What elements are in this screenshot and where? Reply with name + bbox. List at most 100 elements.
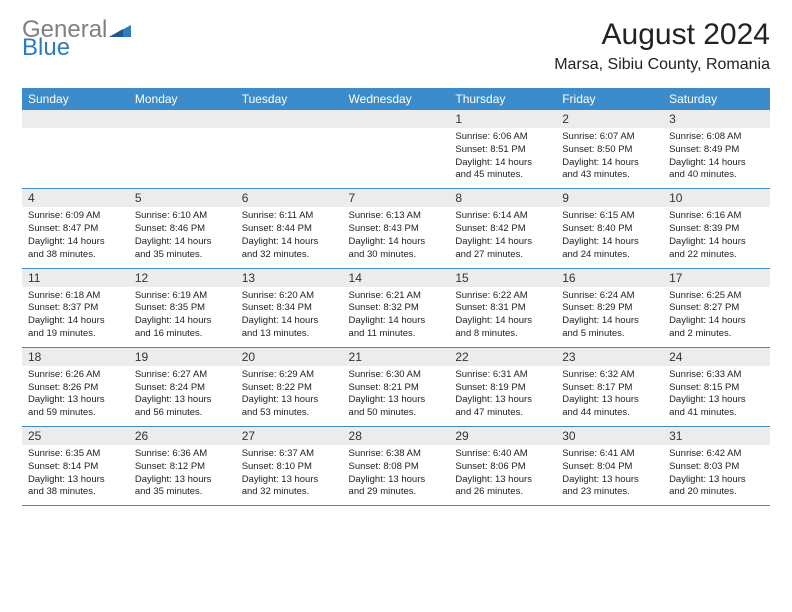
daylight-line: Daylight: 13 hours and 38 minutes.	[28, 474, 123, 500]
day-number: 23	[556, 348, 663, 366]
day-content: Sunrise: 6:35 AMSunset: 8:14 PMDaylight:…	[22, 445, 129, 505]
calendar-table: Sunday Monday Tuesday Wednesday Thursday…	[22, 88, 770, 506]
sunrise-line: Sunrise: 6:11 AM	[242, 210, 337, 223]
day-cell	[343, 128, 450, 189]
dow-monday: Monday	[129, 88, 236, 110]
sunrise-line: Sunrise: 6:15 AM	[562, 210, 657, 223]
day-content: Sunrise: 6:37 AMSunset: 8:10 PMDaylight:…	[236, 445, 343, 505]
sunset-line: Sunset: 8:21 PM	[349, 382, 444, 395]
day-content: Sunrise: 6:40 AMSunset: 8:06 PMDaylight:…	[449, 445, 556, 505]
sunset-line: Sunset: 8:50 PM	[562, 144, 657, 157]
day-number-cell: 11	[22, 268, 129, 287]
sunrise-line: Sunrise: 6:13 AM	[349, 210, 444, 223]
day-number: 12	[129, 269, 236, 287]
day-cell: Sunrise: 6:09 AMSunset: 8:47 PMDaylight:…	[22, 207, 129, 268]
header: General Blue August 2024 Marsa, Sibiu Co…	[22, 18, 770, 74]
day-cell: Sunrise: 6:27 AMSunset: 8:24 PMDaylight:…	[129, 366, 236, 427]
sunrise-line: Sunrise: 6:26 AM	[28, 369, 123, 382]
day-content: Sunrise: 6:42 AMSunset: 8:03 PMDaylight:…	[663, 445, 770, 505]
day-cell	[129, 128, 236, 189]
day-number: 17	[663, 269, 770, 287]
day-cell: Sunrise: 6:24 AMSunset: 8:29 PMDaylight:…	[556, 287, 663, 348]
day-cell: Sunrise: 6:35 AMSunset: 8:14 PMDaylight:…	[22, 445, 129, 506]
daylight-line: Daylight: 13 hours and 53 minutes.	[242, 394, 337, 420]
day-number-cell: 13	[236, 268, 343, 287]
day-cell: Sunrise: 6:06 AMSunset: 8:51 PMDaylight:…	[449, 128, 556, 189]
sunrise-line: Sunrise: 6:16 AM	[669, 210, 764, 223]
day-number-cell: 19	[129, 347, 236, 366]
day-number	[236, 117, 343, 121]
day-number	[343, 117, 450, 121]
day-number-cell: 26	[129, 427, 236, 446]
sunset-line: Sunset: 8:14 PM	[28, 461, 123, 474]
sunrise-line: Sunrise: 6:40 AM	[455, 448, 550, 461]
week-daynum-row: 45678910	[22, 189, 770, 208]
sunrise-line: Sunrise: 6:30 AM	[349, 369, 444, 382]
sunrise-line: Sunrise: 6:22 AM	[455, 290, 550, 303]
day-cell: Sunrise: 6:30 AMSunset: 8:21 PMDaylight:…	[343, 366, 450, 427]
day-content	[129, 128, 236, 184]
sunrise-line: Sunrise: 6:33 AM	[669, 369, 764, 382]
daylight-line: Daylight: 14 hours and 35 minutes.	[135, 236, 230, 262]
day-content: Sunrise: 6:18 AMSunset: 8:37 PMDaylight:…	[22, 287, 129, 347]
day-content: Sunrise: 6:27 AMSunset: 8:24 PMDaylight:…	[129, 366, 236, 426]
sunset-line: Sunset: 8:34 PM	[242, 302, 337, 315]
sunrise-line: Sunrise: 6:08 AM	[669, 131, 764, 144]
day-number-cell: 15	[449, 268, 556, 287]
day-number: 10	[663, 189, 770, 207]
day-number: 5	[129, 189, 236, 207]
logo-triangle-icon	[109, 21, 131, 42]
day-number-cell	[343, 110, 450, 128]
day-cell: Sunrise: 6:26 AMSunset: 8:26 PMDaylight:…	[22, 366, 129, 427]
day-content: Sunrise: 6:41 AMSunset: 8:04 PMDaylight:…	[556, 445, 663, 505]
daylight-line: Daylight: 13 hours and 56 minutes.	[135, 394, 230, 420]
day-number-cell	[22, 110, 129, 128]
sunset-line: Sunset: 8:40 PM	[562, 223, 657, 236]
dow-friday: Friday	[556, 88, 663, 110]
daylight-line: Daylight: 13 hours and 35 minutes.	[135, 474, 230, 500]
sunrise-line: Sunrise: 6:25 AM	[669, 290, 764, 303]
day-number: 9	[556, 189, 663, 207]
week-content-row: Sunrise: 6:09 AMSunset: 8:47 PMDaylight:…	[22, 207, 770, 268]
day-number-cell: 22	[449, 347, 556, 366]
daylight-line: Daylight: 13 hours and 32 minutes.	[242, 474, 337, 500]
daylight-line: Daylight: 14 hours and 11 minutes.	[349, 315, 444, 341]
day-number: 8	[449, 189, 556, 207]
day-content	[343, 128, 450, 184]
sunset-line: Sunset: 8:29 PM	[562, 302, 657, 315]
day-number-cell: 5	[129, 189, 236, 208]
sunset-line: Sunset: 8:22 PM	[242, 382, 337, 395]
sunset-line: Sunset: 8:35 PM	[135, 302, 230, 315]
week-content-row: Sunrise: 6:35 AMSunset: 8:14 PMDaylight:…	[22, 445, 770, 506]
day-number-cell: 17	[663, 268, 770, 287]
day-cell	[22, 128, 129, 189]
sunset-line: Sunset: 8:44 PM	[242, 223, 337, 236]
day-number-cell: 2	[556, 110, 663, 128]
day-number: 19	[129, 348, 236, 366]
day-cell: Sunrise: 6:10 AMSunset: 8:46 PMDaylight:…	[129, 207, 236, 268]
day-cell: Sunrise: 6:25 AMSunset: 8:27 PMDaylight:…	[663, 287, 770, 348]
day-number-cell: 23	[556, 347, 663, 366]
daylight-line: Daylight: 14 hours and 8 minutes.	[455, 315, 550, 341]
day-number-cell: 8	[449, 189, 556, 208]
day-content: Sunrise: 6:08 AMSunset: 8:49 PMDaylight:…	[663, 128, 770, 188]
day-content: Sunrise: 6:20 AMSunset: 8:34 PMDaylight:…	[236, 287, 343, 347]
dow-thursday: Thursday	[449, 88, 556, 110]
sunset-line: Sunset: 8:49 PM	[669, 144, 764, 157]
daylight-line: Daylight: 14 hours and 24 minutes.	[562, 236, 657, 262]
week-daynum-row: 18192021222324	[22, 347, 770, 366]
daylight-line: Daylight: 14 hours and 22 minutes.	[669, 236, 764, 262]
day-number: 16	[556, 269, 663, 287]
day-cell: Sunrise: 6:22 AMSunset: 8:31 PMDaylight:…	[449, 287, 556, 348]
day-number: 21	[343, 348, 450, 366]
day-cell: Sunrise: 6:36 AMSunset: 8:12 PMDaylight:…	[129, 445, 236, 506]
sunrise-line: Sunrise: 6:27 AM	[135, 369, 230, 382]
daylight-line: Daylight: 13 hours and 44 minutes.	[562, 394, 657, 420]
sunrise-line: Sunrise: 6:32 AM	[562, 369, 657, 382]
day-content: Sunrise: 6:33 AMSunset: 8:15 PMDaylight:…	[663, 366, 770, 426]
day-number: 15	[449, 269, 556, 287]
daylight-line: Daylight: 13 hours and 59 minutes.	[28, 394, 123, 420]
day-content	[236, 128, 343, 184]
day-cell: Sunrise: 6:14 AMSunset: 8:42 PMDaylight:…	[449, 207, 556, 268]
sunset-line: Sunset: 8:06 PM	[455, 461, 550, 474]
